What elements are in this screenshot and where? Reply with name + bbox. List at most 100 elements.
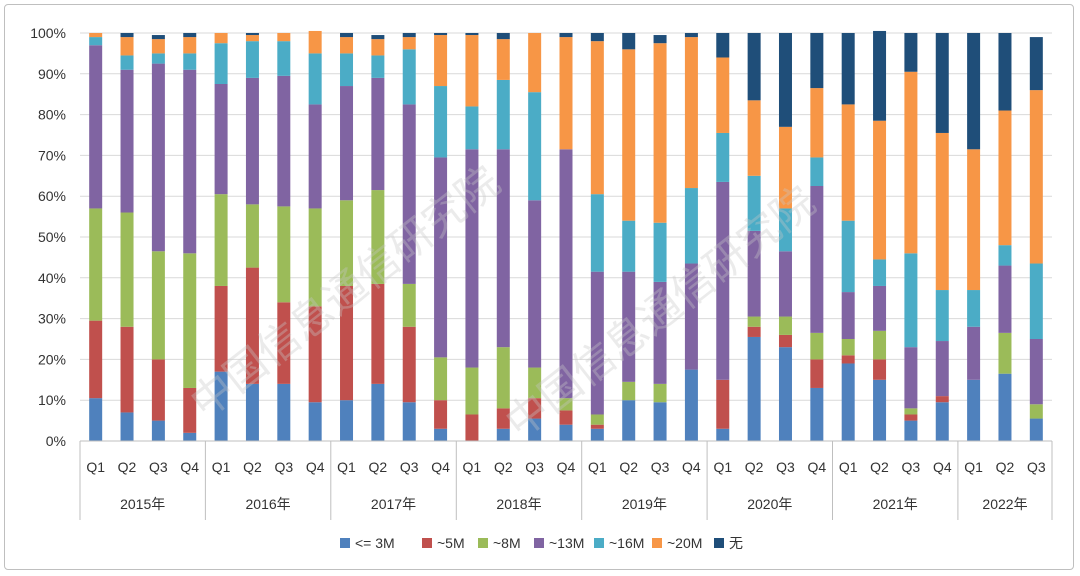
bar-segment xyxy=(434,86,448,158)
bar-segment xyxy=(120,69,134,213)
bar-segment xyxy=(402,283,416,327)
bar-segment xyxy=(904,253,918,348)
bar-segment xyxy=(434,357,448,401)
y-tick-label: 30% xyxy=(38,311,66,327)
bar-segment xyxy=(89,33,103,38)
x-group-label: 2021年 xyxy=(873,496,918,512)
bar-segment xyxy=(622,33,636,50)
bar-stack xyxy=(183,33,197,441)
bar-segment xyxy=(528,367,542,399)
bar-segment xyxy=(277,75,291,207)
bar-segment xyxy=(151,35,165,40)
bar-segment xyxy=(935,33,949,133)
bar-segment xyxy=(89,45,103,209)
bar-segment xyxy=(340,37,354,54)
bar-segment xyxy=(151,63,165,252)
bar-segment xyxy=(873,259,887,286)
bar-segment xyxy=(967,33,981,150)
bar-segment xyxy=(967,379,981,441)
bar-segment xyxy=(340,86,354,201)
bar-stack xyxy=(1029,37,1043,441)
bar-segment xyxy=(89,398,103,441)
bar-stack xyxy=(434,33,448,441)
bar-segment xyxy=(371,190,385,284)
bar-segment xyxy=(151,251,165,360)
bar-segment xyxy=(622,271,636,382)
x-tick-label: Q3 xyxy=(149,459,168,475)
bar-segment xyxy=(998,373,1012,441)
bar-segment xyxy=(528,398,542,419)
bar-segment xyxy=(277,41,291,76)
bar-segment xyxy=(841,339,855,356)
bar-segment xyxy=(873,359,887,380)
bar-segment xyxy=(214,194,228,286)
bar-segment xyxy=(904,347,918,409)
bar-segment xyxy=(590,41,604,195)
bar-segment xyxy=(935,290,949,342)
legend-swatch xyxy=(478,538,488,548)
bar-segment xyxy=(559,37,573,150)
bar-stack xyxy=(245,33,259,441)
bar-stack xyxy=(684,33,698,441)
bar-segment xyxy=(245,204,259,268)
bar-stack xyxy=(528,33,542,441)
bar-segment xyxy=(183,69,197,254)
bar-segment xyxy=(998,265,1012,333)
bar-segment xyxy=(308,104,322,209)
bar-segment xyxy=(904,420,918,441)
bar-stack xyxy=(841,33,855,441)
bar-segment xyxy=(935,396,949,403)
bar-segment xyxy=(308,306,322,403)
bar-segment xyxy=(935,402,949,441)
bar-segment xyxy=(528,92,542,201)
bar-segment xyxy=(214,84,228,195)
x-tick-label: Q3 xyxy=(274,459,293,475)
legend-label: ~5M xyxy=(437,535,465,551)
bar-segment xyxy=(590,414,604,425)
y-tick-label: 60% xyxy=(38,188,66,204)
x-group-label: 2018年 xyxy=(496,496,541,512)
bar-stack xyxy=(151,35,165,441)
bar-segment xyxy=(120,55,134,70)
bar-segment xyxy=(810,33,824,89)
bar-segment xyxy=(747,230,761,317)
bar-segment xyxy=(716,57,730,133)
bar-segment xyxy=(998,245,1012,266)
y-tick-label: 50% xyxy=(38,229,66,245)
legend-item: ~16M xyxy=(594,535,644,551)
x-tick-label: Q4 xyxy=(807,459,826,475)
bar-segment xyxy=(402,402,416,441)
bar-stack xyxy=(778,33,792,441)
legend-swatch xyxy=(340,538,350,548)
bar-stack xyxy=(590,33,604,441)
bar-segment xyxy=(465,35,479,107)
bar-stack xyxy=(340,33,354,441)
bar-segment xyxy=(653,222,667,282)
bar-segment xyxy=(684,188,698,264)
bar-stack xyxy=(716,33,730,441)
x-tick-label: Q1 xyxy=(86,459,105,475)
bar-segment xyxy=(935,132,949,291)
legend-swatch xyxy=(714,538,724,548)
bar-segment xyxy=(873,379,887,441)
x-tick-label: Q2 xyxy=(619,459,638,475)
x-tick-label: Q4 xyxy=(933,459,952,475)
x-tick-label: Q2 xyxy=(243,459,262,475)
bar-stack xyxy=(371,35,385,441)
bar-segment xyxy=(183,53,197,70)
bar-segment xyxy=(684,33,698,38)
bar-segment xyxy=(434,400,448,429)
bar-segment xyxy=(747,175,761,231)
y-tick-label: 70% xyxy=(38,147,66,163)
bar-segment xyxy=(120,326,134,413)
bar-segment xyxy=(277,33,291,42)
bar-segment xyxy=(277,206,291,303)
bar-segment xyxy=(967,149,981,291)
bar-segment xyxy=(245,77,259,205)
bar-segment xyxy=(716,379,730,429)
bar-segment xyxy=(371,383,385,441)
bar-segment xyxy=(559,33,573,38)
bar-segment xyxy=(402,33,416,38)
bar-stack xyxy=(622,33,636,441)
bar-segment xyxy=(214,371,228,441)
